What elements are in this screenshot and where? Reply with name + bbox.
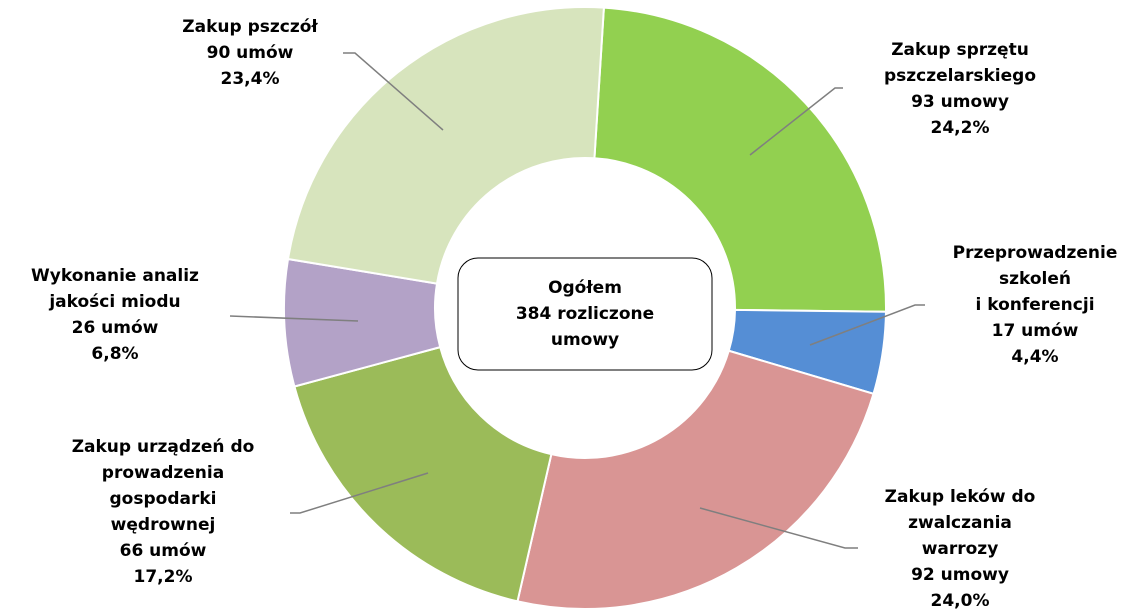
slice <box>516 349 875 609</box>
data-label: 17 umów <box>992 321 1079 341</box>
data-label: Przeprowadzenie <box>953 243 1118 263</box>
data-label: 23,4% <box>221 69 280 89</box>
slice <box>286 6 605 285</box>
data-label: 24,2% <box>931 118 990 138</box>
data-label: 26 umów <box>72 318 159 338</box>
data-label: 92 umowy <box>911 565 1009 585</box>
center-label: umowy <box>551 330 619 350</box>
leader-line <box>343 52 444 131</box>
data-label: 17,2% <box>134 567 193 587</box>
leader-line <box>699 507 858 549</box>
data-label: szkoleń <box>999 269 1071 289</box>
data-label: Zakup leków do <box>885 487 1036 507</box>
leader-line <box>229 315 359 322</box>
center-label: 384 rozliczone <box>516 304 654 324</box>
data-label: Zakup pszczół <box>182 17 318 37</box>
data-label: i konferencji <box>975 295 1094 315</box>
slice <box>593 6 887 313</box>
data-label: jakości miodu <box>48 292 180 312</box>
data-label: gospodarki <box>110 489 217 509</box>
data-label: 24,0% <box>931 591 990 609</box>
data-label: Wykonanie analiz <box>31 266 199 286</box>
data-label: Zakup urządzeń do <box>72 437 255 457</box>
data-label: warrozy <box>922 539 999 559</box>
leader-line <box>749 87 843 156</box>
data-label: prowadzenia <box>102 463 224 483</box>
leader-line <box>809 304 925 346</box>
center-box <box>457 257 713 371</box>
data-label: pszczelarskiego <box>884 66 1036 86</box>
data-label: Zakup sprzętu <box>891 40 1029 60</box>
data-label: 4,4% <box>1011 347 1058 367</box>
data-label: 90 umów <box>207 43 294 63</box>
data-label: 66 umów <box>120 541 207 561</box>
data-label: wędrownej <box>111 515 216 535</box>
data-label: 6,8% <box>91 344 138 364</box>
data-label: 93 umowy <box>911 92 1009 112</box>
center-label: Ogółem <box>548 278 622 298</box>
leader-line <box>290 472 429 514</box>
data-label: zwalczania <box>908 513 1012 533</box>
